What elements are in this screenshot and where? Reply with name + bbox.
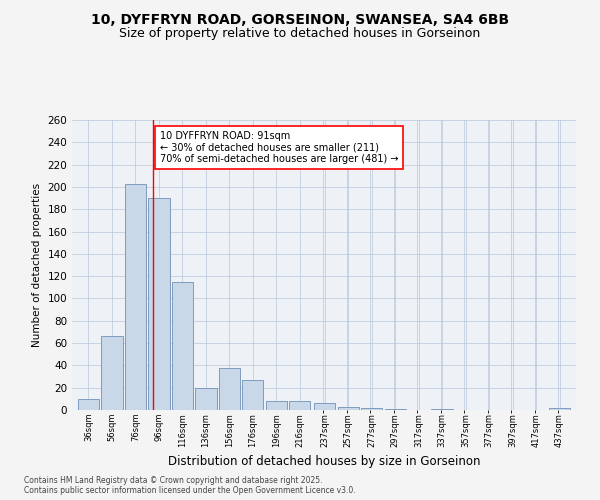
Bar <box>196 388 217 410</box>
Bar <box>289 401 310 410</box>
Bar <box>385 409 406 410</box>
Text: Contains HM Land Registry data © Crown copyright and database right 2025.
Contai: Contains HM Land Registry data © Crown c… <box>24 476 356 495</box>
Bar <box>172 282 193 410</box>
Bar <box>148 198 170 410</box>
Text: Size of property relative to detached houses in Gorseinon: Size of property relative to detached ho… <box>119 28 481 40</box>
Y-axis label: Number of detached properties: Number of detached properties <box>32 183 42 347</box>
X-axis label: Distribution of detached houses by size in Gorseinon: Distribution of detached houses by size … <box>168 455 480 468</box>
Bar <box>125 184 146 410</box>
Bar <box>314 404 335 410</box>
Bar <box>242 380 263 410</box>
Bar <box>338 406 359 410</box>
Bar <box>219 368 240 410</box>
Bar <box>101 336 122 410</box>
Bar <box>266 401 287 410</box>
Bar <box>549 408 570 410</box>
Bar <box>361 408 382 410</box>
Text: 10, DYFFRYN ROAD, GORSEINON, SWANSEA, SA4 6BB: 10, DYFFRYN ROAD, GORSEINON, SWANSEA, SA… <box>91 12 509 26</box>
Text: 10 DYFFRYN ROAD: 91sqm
← 30% of detached houses are smaller (211)
70% of semi-de: 10 DYFFRYN ROAD: 91sqm ← 30% of detached… <box>160 131 398 164</box>
Bar <box>78 399 99 410</box>
Bar <box>431 409 452 410</box>
